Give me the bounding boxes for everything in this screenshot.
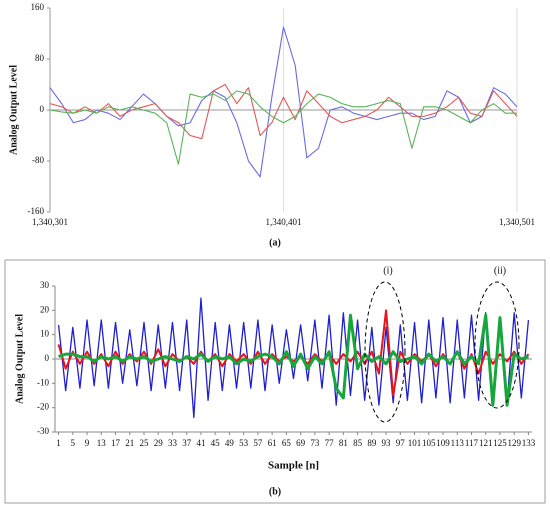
x-axis-label: Sample [n] <box>268 460 319 472</box>
x-tick-label: 65 <box>282 438 292 448</box>
x-tick-label: 1,340,401 <box>266 217 302 227</box>
x-tick-label: 49 <box>225 438 235 448</box>
x-tick-label: 61 <box>268 438 277 448</box>
x-tick-label: 29 <box>154 438 164 448</box>
y-tick-label: 80 <box>35 53 45 63</box>
y-tick-label: 0 <box>40 104 45 114</box>
x-tick-label: 1,340,501 <box>499 217 535 227</box>
y-tick-label: -10 <box>37 377 49 387</box>
x-tick-label: 9 <box>85 438 90 448</box>
x-tick-label: 117 <box>465 438 479 448</box>
x-tick-label: 13 <box>97 438 107 448</box>
y-axis-label: Analog Output Level <box>14 314 25 404</box>
y-tick-label: 160 <box>31 2 45 12</box>
x-tick-label: 97 <box>396 438 406 448</box>
x-tick-label: 37 <box>182 438 192 448</box>
x-tick-label: 133 <box>522 438 536 448</box>
y-tick-label: 30 <box>40 280 50 290</box>
series-line <box>57 297 530 419</box>
annotation-ellipse <box>474 281 520 409</box>
x-tick-label: 101 <box>408 438 422 448</box>
annotation: (i) <box>383 265 392 276</box>
annotation-ellipse <box>364 281 406 423</box>
x-tick-label: 21 <box>125 438 134 448</box>
x-tick-label: 5 <box>71 438 76 448</box>
x-tick-label: 129 <box>507 438 521 448</box>
x-tick-label: 33 <box>168 438 178 448</box>
caption: (b) <box>269 486 281 497</box>
x-tick-label: 89 <box>367 438 377 448</box>
y-axis-label: Analog Output Level <box>8 65 19 155</box>
x-tick-label: 93 <box>382 438 392 448</box>
x-tick-label: 109 <box>436 438 450 448</box>
x-tick-label: 125 <box>493 438 507 448</box>
x-tick-label: 69 <box>296 438 306 448</box>
annotation: (ii) <box>494 265 506 276</box>
y-tick-label: 20 <box>40 304 50 314</box>
y-tick-label: -20 <box>37 402 49 412</box>
y-tick-label: -80 <box>32 155 44 165</box>
x-tick-label: 53 <box>239 438 249 448</box>
y-tick-label: 0 <box>45 353 50 363</box>
x-tick-label: 17 <box>111 438 121 448</box>
y-tick-label: -30 <box>37 426 49 436</box>
x-tick-label: 105 <box>422 438 436 448</box>
x-tick-label: 1,340,301 <box>32 217 68 227</box>
series-line <box>49 90 517 165</box>
x-tick-label: 57 <box>253 438 263 448</box>
series-line <box>58 313 529 407</box>
series-line <box>49 83 518 140</box>
caption: (a) <box>269 237 281 248</box>
x-tick-label: 85 <box>353 438 363 448</box>
x-tick-label: 25 <box>139 438 149 448</box>
y-tick-label: -160 <box>28 206 45 216</box>
x-tick-label: 45 <box>211 438 221 448</box>
x-tick-label: 41 <box>196 438 205 448</box>
x-tick-label: 1 <box>56 438 61 448</box>
x-tick-label: 77 <box>325 438 335 448</box>
y-tick-label: 10 <box>40 329 50 339</box>
x-tick-label: 121 <box>479 438 493 448</box>
panel-frame <box>4 259 546 504</box>
x-tick-label: 81 <box>339 438 348 448</box>
x-tick-label: 113 <box>451 438 465 448</box>
x-tick-label: 73 <box>310 438 320 448</box>
